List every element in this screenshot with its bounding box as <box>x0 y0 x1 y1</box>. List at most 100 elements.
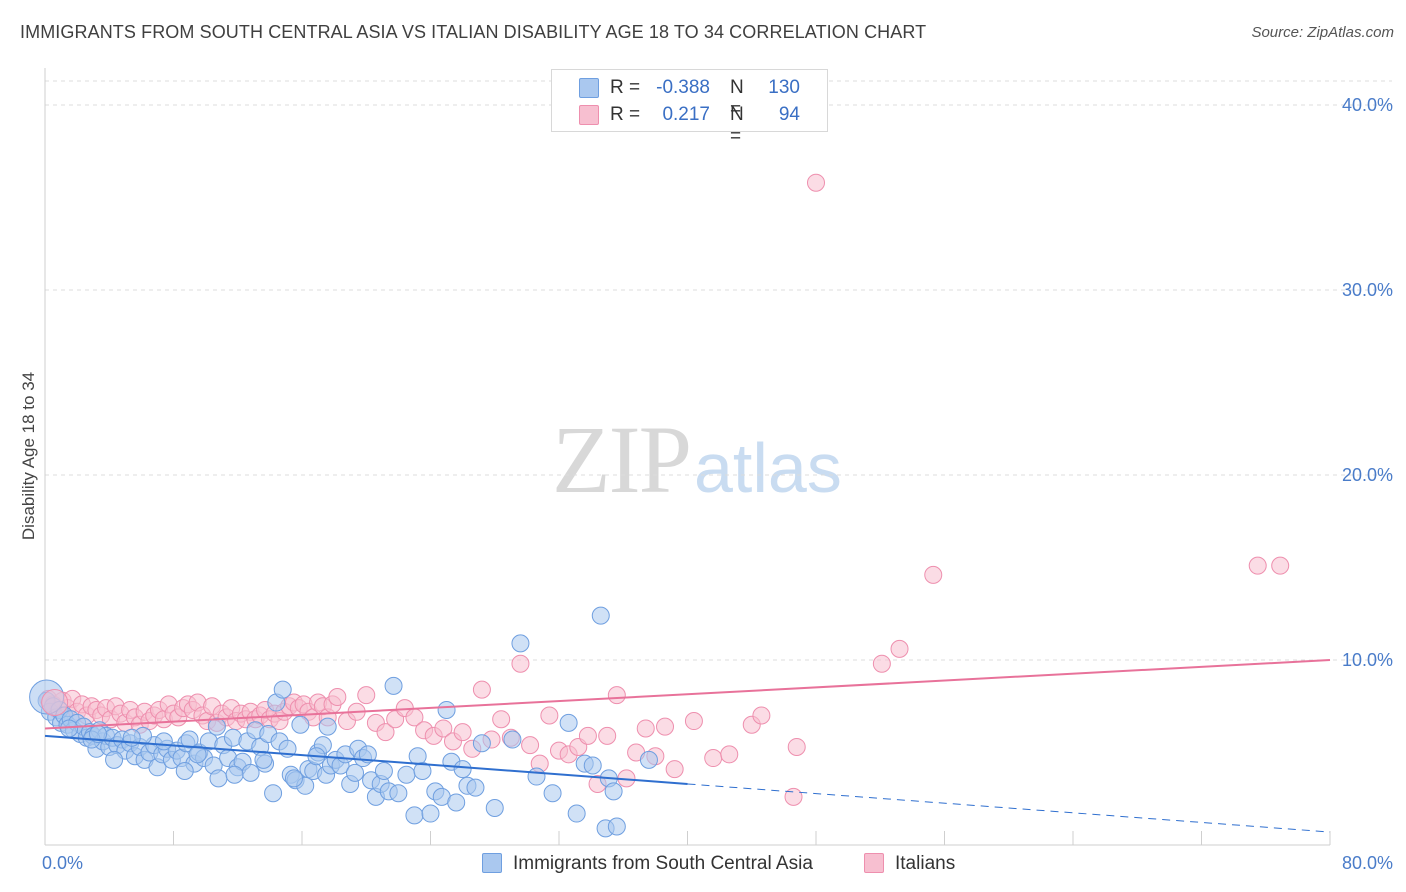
data-point-south-central-asia <box>154 732 173 751</box>
data-point-italians <box>636 719 655 738</box>
y-tick-label: 20.0% <box>1342 465 1393 485</box>
data-point-italians <box>1271 556 1290 575</box>
data-point-italians <box>540 706 559 725</box>
data-point-south-central-asia <box>384 676 403 695</box>
data-point-south-central-asia <box>567 804 586 823</box>
legend-r-label: R = <box>610 104 641 125</box>
chart-title: IMMIGRANTS FROM SOUTH CENTRAL ASIA VS IT… <box>20 22 927 42</box>
data-point-italians <box>656 717 675 736</box>
trendline-south-central-asia <box>44 734 688 785</box>
legend-r-value: 0.217 <box>662 104 710 125</box>
data-point-italians <box>872 654 891 673</box>
data-point-italians <box>787 737 806 756</box>
data-point-italians <box>511 654 530 673</box>
data-point-south-central-asia <box>397 765 416 784</box>
data-point-south-central-asia <box>447 793 466 812</box>
bottom-legend-label-pink: Italians <box>895 853 956 874</box>
data-point-south-central-asia <box>466 778 485 797</box>
data-point-south-central-asia <box>503 730 522 749</box>
data-point-italians <box>434 719 453 738</box>
bottom-legend-label-blue: Immigrants from South Central Asia <box>513 853 813 874</box>
legend-n-value: 130 <box>768 77 800 98</box>
data-point-italians <box>924 565 943 584</box>
y-tick-label: 30.0% <box>1342 280 1393 300</box>
data-point-south-central-asia <box>607 817 626 836</box>
data-point-south-central-asia <box>421 804 440 823</box>
data-point-italians <box>1248 556 1267 575</box>
data-point-south-central-asia <box>559 713 578 732</box>
data-point-italians <box>492 710 511 729</box>
bottom-legend-swatch-blue <box>482 853 502 873</box>
data-point-south-central-asia <box>318 717 337 736</box>
data-point-south-central-asia <box>291 715 310 734</box>
data-point-south-central-asia <box>346 763 365 782</box>
y-tick-label: 10.0% <box>1342 650 1393 670</box>
data-point-italians <box>472 680 491 699</box>
y-tick-label: 40.0% <box>1342 95 1393 115</box>
legend-n-label: N = <box>730 77 744 120</box>
bottom-legend-swatch-pink <box>864 853 884 873</box>
data-point-south-central-asia <box>175 762 194 780</box>
trendline-extension-south-central-asia <box>687 783 1331 833</box>
data-point-south-central-asia <box>639 750 658 769</box>
data-point-italians <box>41 689 69 717</box>
data-point-italians <box>890 639 909 658</box>
data-point-italians <box>453 723 472 742</box>
data-point-south-central-asia <box>254 750 273 769</box>
data-point-italians <box>328 688 347 706</box>
data-point-south-central-asia <box>413 762 432 780</box>
watermark: ZIPatlas <box>552 404 842 515</box>
data-point-south-central-asia <box>389 784 408 803</box>
data-point-italians <box>607 686 626 705</box>
legend-swatch-pink <box>579 105 599 125</box>
source-credit: Source: ZipAtlas.com <box>1251 24 1394 41</box>
data-point-south-central-asia <box>437 700 456 719</box>
data-point-south-central-asia <box>485 799 504 817</box>
watermark-zip: ZIP <box>552 406 692 513</box>
watermark-atlas: atlas <box>694 429 842 507</box>
legend-n-label: N = <box>730 104 744 147</box>
data-point-south-central-asia <box>358 745 377 764</box>
data-point-south-central-asia <box>583 756 602 775</box>
data-point-south-central-asia <box>405 806 424 825</box>
data-point-south-central-asia <box>453 760 472 779</box>
data-point-south-central-asia <box>207 717 226 736</box>
data-point-south-central-asia <box>543 784 562 803</box>
data-point-south-central-asia <box>180 730 199 749</box>
data-point-italians <box>752 706 771 725</box>
data-point-italians <box>720 745 739 764</box>
data-point-italians <box>598 726 617 745</box>
data-point-south-central-asia <box>241 763 260 782</box>
legend-r-value: -0.388 <box>656 77 710 98</box>
data-point-south-central-asia <box>472 734 491 753</box>
data-point-south-central-asia <box>188 745 207 764</box>
data-point-italians <box>665 760 684 779</box>
legend-n-value: 94 <box>778 104 800 125</box>
data-point-italians <box>521 736 540 755</box>
data-point-italians <box>684 712 703 731</box>
data-point-south-central-asia <box>527 767 546 786</box>
data-point-south-central-asia <box>273 680 292 699</box>
data-point-italians <box>376 723 395 742</box>
trendline-italians <box>44 659 1331 730</box>
legend-r-label: R = <box>610 77 641 98</box>
data-point-south-central-asia <box>511 634 530 653</box>
data-point-south-central-asia <box>105 750 124 769</box>
data-point-italians <box>357 686 376 705</box>
data-point-italians <box>704 749 723 768</box>
data-point-italians <box>578 726 597 745</box>
data-point-south-central-asia <box>225 765 244 784</box>
correlation-legend: R = -0.388 N = 130 R = 0.217 N = 94 <box>551 69 828 147</box>
x-tick-label: 0.0% <box>42 853 83 873</box>
data-point-south-central-asia <box>374 762 393 780</box>
data-point-south-central-asia <box>591 606 610 625</box>
data-point-south-central-asia <box>264 784 283 803</box>
data-point-south-central-asia <box>209 769 228 788</box>
legend-swatch-blue <box>579 78 599 98</box>
x-tick-label: 80.0% <box>1342 853 1393 873</box>
data-point-south-central-asia <box>284 769 303 788</box>
data-point-italians <box>784 787 803 806</box>
data-point-south-central-asia <box>604 782 623 801</box>
data-point-italians <box>807 173 825 192</box>
